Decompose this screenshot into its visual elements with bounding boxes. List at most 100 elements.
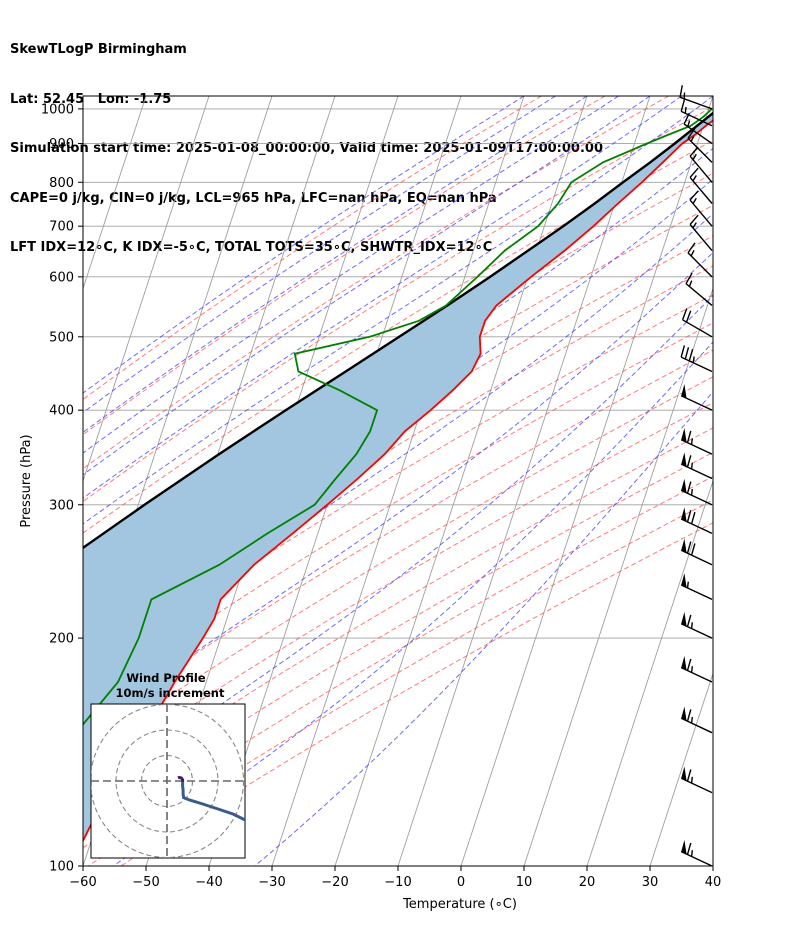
profile-lines <box>83 108 713 843</box>
barb-feather <box>692 356 695 363</box>
isotherm-line <box>397 96 651 866</box>
barb-staff <box>689 224 713 251</box>
hodograph-inset: Wind Profile 10m/s increment <box>90 671 246 859</box>
barb-feather <box>686 658 692 671</box>
barb-pennant <box>681 612 687 627</box>
barb-staff <box>689 155 713 183</box>
barb-staff <box>687 137 713 163</box>
dry-adiabat <box>83 475 713 849</box>
y-tick-label: 1000 <box>41 102 74 117</box>
cin-shading <box>83 113 713 841</box>
barb-feather <box>692 175 697 182</box>
wind-barb <box>680 428 713 455</box>
dry-adiabat <box>83 96 669 470</box>
y-tick-label: 700 <box>49 220 74 235</box>
barb-staff <box>685 283 713 307</box>
hodograph-title: Wind Profile <box>126 671 206 685</box>
isotherm-line <box>83 96 273 675</box>
x-tick-label: −40 <box>195 875 222 890</box>
barb-feather <box>690 438 693 445</box>
barb-staff <box>680 110 713 127</box>
barb-staff <box>680 489 713 506</box>
barb-pennant <box>681 706 687 721</box>
wind-barb <box>680 766 713 794</box>
barb-pennant <box>681 839 687 855</box>
barb-feather <box>686 769 692 782</box>
wind-barb <box>681 308 713 338</box>
moist-adiabat <box>83 251 713 730</box>
barb-feather <box>689 167 699 178</box>
wind-barb <box>689 214 713 251</box>
barb-feather <box>684 347 690 360</box>
barb-staff <box>689 176 713 204</box>
barb-staff <box>689 199 713 227</box>
barb-feather <box>685 272 693 284</box>
x-tick-label: −30 <box>258 875 285 890</box>
barb-staff <box>680 717 713 734</box>
moist-adiabat <box>83 96 556 414</box>
wind-barb <box>680 839 713 867</box>
header-indices: LFT IDX=12∘C, K IDX=-5∘C, TOTAL TOTS=35∘… <box>10 240 493 255</box>
dry-adiabat <box>83 96 606 436</box>
barb-feather <box>687 120 691 127</box>
wind-barb <box>679 85 713 110</box>
x-tick-label: −10 <box>384 875 411 890</box>
barb-pennant <box>681 766 687 781</box>
wind-barb <box>680 384 713 411</box>
wind-barb <box>689 190 713 227</box>
barb-feather <box>680 99 686 112</box>
barb-feather <box>690 462 693 469</box>
y-tick-label: 400 <box>49 404 74 419</box>
barb-feather <box>692 153 697 161</box>
dry-adiabat <box>83 105 713 503</box>
wind-barb <box>680 706 713 734</box>
barb-feather <box>685 310 692 323</box>
plot-axes: −60 −50 −40 −30 −20 −10 0 10 20 30 40 100 200 300 400 5… <box>41 102 721 890</box>
x-tick-label: 0 <box>457 875 465 890</box>
isotherm-line <box>83 96 147 290</box>
x-tick-label: −20 <box>321 875 348 890</box>
y-tick-label: 300 <box>49 498 74 513</box>
barb-feather <box>686 842 692 855</box>
moist-adiabat <box>112 341 713 866</box>
barb-feather <box>687 242 696 254</box>
header-title: SkewTLogP Birmingham <box>10 42 187 57</box>
x-tick-label: −50 <box>132 875 159 890</box>
wind-barb <box>680 655 713 683</box>
barb-staff <box>680 584 713 600</box>
temperature-line <box>83 119 713 843</box>
barb-feather <box>689 146 699 157</box>
header-stability: CAPE=0 j/kg, CIN=0 j/kg, LCL=965 hPa, LF… <box>10 190 497 206</box>
dry-adiabat <box>83 427 713 803</box>
isotherm-line <box>712 864 713 866</box>
barb-staff <box>680 463 713 480</box>
wind-barb <box>680 612 713 639</box>
dry-adiabat <box>120 522 713 866</box>
moist-adiabat <box>83 96 713 525</box>
wind-barb <box>680 452 713 480</box>
barb-staff <box>680 356 713 373</box>
dry-adiabat <box>83 349 713 730</box>
isotherm-line <box>0 96 20 866</box>
barb-staff <box>680 395 713 411</box>
barb-feather <box>686 430 692 443</box>
barb-feather <box>690 543 696 556</box>
isotherm-line <box>586 479 713 866</box>
barb-feather <box>684 106 687 114</box>
wind-barb <box>680 538 713 566</box>
parcel-line <box>83 111 713 550</box>
header-times: Simulation start time: 2025-01-08_00:00:… <box>10 141 603 156</box>
barb-feather <box>690 249 695 257</box>
barb-feather <box>692 197 697 204</box>
barb-staff <box>683 123 713 145</box>
y-tick-label: 100 <box>49 860 74 875</box>
y-tick-label: 900 <box>49 137 74 152</box>
moist-adiabat <box>83 147 713 587</box>
dewpoint-line <box>83 108 713 726</box>
x-axis-label: Temperature (∘C) <box>402 897 517 912</box>
hodograph-ring <box>91 704 245 858</box>
barb-feather <box>688 349 694 362</box>
barb-feather <box>690 850 693 857</box>
barb-feather <box>690 511 696 525</box>
barb-feather <box>690 488 693 496</box>
